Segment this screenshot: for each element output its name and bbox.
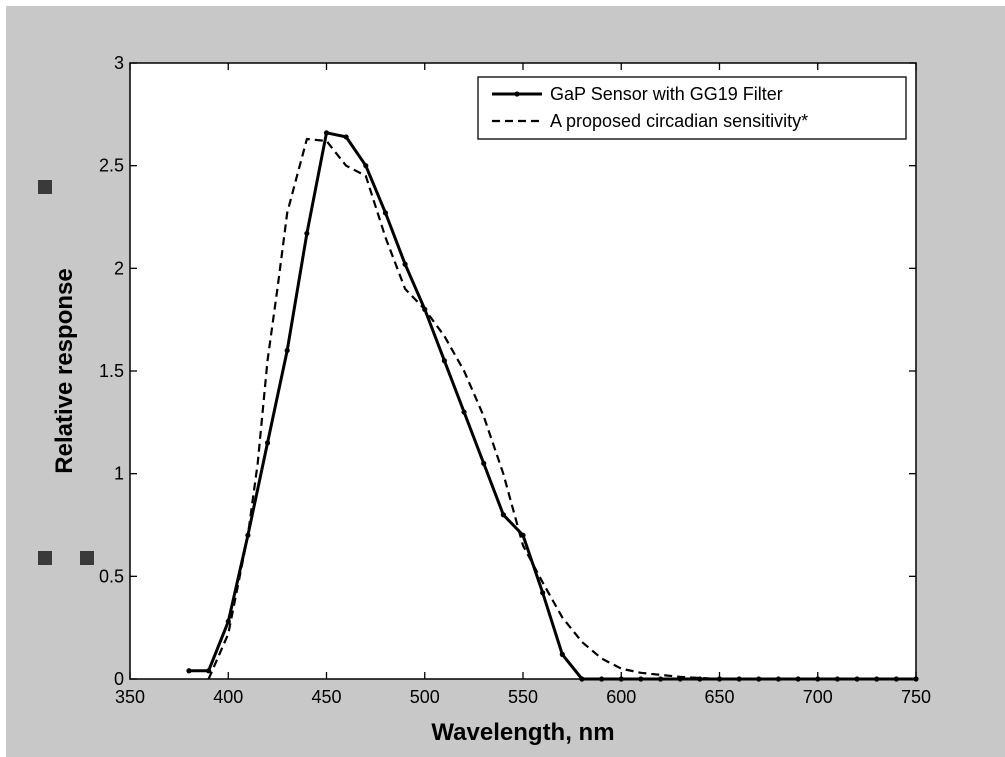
- series-1-point: [206, 668, 212, 674]
- legend: GaP Sensor with GG19 Filter A proposed ci…: [477, 76, 907, 140]
- series-1-point: [500, 512, 506, 518]
- series-1-point: [284, 347, 290, 354]
- x-tick-label: 650: [704, 687, 734, 707]
- chart: 350 400 450 500 550 600 650 700 75000.511.522.53…: [38, 53, 931, 746]
- y-tick-label: 1: [114, 464, 124, 484]
- y-axis-title: Relative response: [51, 268, 78, 473]
- series-1-point: [402, 261, 408, 267]
- y-tick-label: 2: [114, 258, 124, 278]
- series-1-point: [323, 130, 330, 136]
- series-1-point: [461, 409, 467, 415]
- series-1-point: [559, 651, 565, 657]
- x-tick-label: 550: [508, 687, 538, 707]
- x-tick-label: 600: [606, 687, 636, 707]
- series-1-point: [186, 668, 192, 674]
- series-1-point: [264, 440, 271, 446]
- x-tick-label: 700: [803, 687, 833, 707]
- series-1-point: [520, 532, 526, 538]
- legend-label-2: A proposed circadian sensitivity*: [550, 111, 808, 131]
- series-1-point: [441, 358, 447, 364]
- series-1-point: [363, 163, 369, 169]
- series-line-2: [207, 137, 916, 681]
- legend-swatch-marker: [514, 91, 520, 97]
- series-1-point: [382, 210, 389, 216]
- series-1-point: [481, 460, 487, 466]
- x-tick-label: 750: [901, 687, 931, 707]
- legend-box: [477, 76, 907, 140]
- axes-layer: 350 400 450 500 550 600 650 700 750 0 0.5 1 1.5 2 2.5 3: [99, 53, 931, 707]
- x-tick-label: 450: [311, 687, 341, 707]
- series-1-point: [343, 134, 349, 140]
- legend-label-1: GaP Sensor with GG19 Filter: [550, 84, 783, 104]
- y-tick-label: 1.5: [99, 361, 124, 381]
- square-marker-2: [38, 551, 52, 565]
- x-tick-label: 400: [213, 687, 243, 707]
- stray-markers: [38, 180, 94, 565]
- series-1-point: [225, 618, 231, 625]
- x-tick-label: 350: [115, 687, 145, 707]
- figure-window: 350 400 450 500 550 600 650 700 750 0 0.5 1 1.5 2 2.5 3…: [6, 6, 1005, 757]
- plot-area: [130, 63, 916, 679]
- y-tick-label: 0.5: [99, 566, 124, 586]
- series-1-point: [540, 590, 546, 596]
- square-marker-3: [80, 551, 94, 565]
- y-tick-label: 2.5: [99, 156, 124, 176]
- x-axis-title: Wavelength, nm: [431, 719, 614, 746]
- square-marker-1: [38, 180, 52, 194]
- x-tick-label: 500: [410, 687, 440, 707]
- series-1-point: [304, 230, 310, 237]
- y-tick-label: 0: [114, 669, 124, 689]
- y-tick-label: 3: [114, 53, 124, 73]
